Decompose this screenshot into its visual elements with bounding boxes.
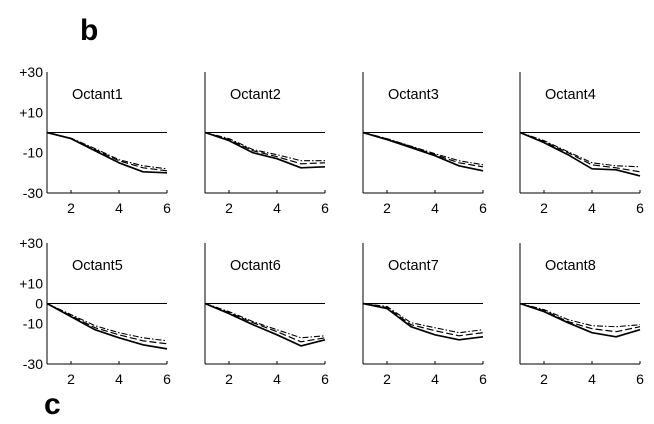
panel-octant4: 2 4 6 Octant4: [519, 72, 644, 216]
x-tick-label: 2: [540, 200, 548, 216]
x-tick-label: 4: [431, 371, 439, 387]
series-line-dashed: [46, 302, 168, 345]
x-tick-label: 4: [431, 200, 439, 216]
y-tick-label: -10: [23, 145, 43, 161]
x-tick-label: 6: [163, 371, 171, 387]
x-tick-label: 4: [588, 371, 596, 387]
x-tick-label: 6: [321, 371, 329, 387]
y-tick-label: +30: [19, 235, 43, 251]
x-tick-label: 6: [479, 371, 487, 387]
panel-octant2: 2 4 6 Octant2: [204, 72, 329, 216]
series-line-dashdot: [204, 302, 326, 339]
x-tick-label: 6: [321, 200, 329, 216]
series-line-solid: [204, 302, 326, 347]
x-tick-label: 2: [225, 371, 233, 387]
panel-title: Octant8: [545, 258, 596, 274]
panel-title: Octant6: [230, 258, 281, 274]
x-tick-label: 2: [67, 200, 75, 216]
series-line-solid: [519, 302, 641, 338]
x-tick-label: 2: [383, 371, 391, 387]
series-line-dashdot: [519, 302, 641, 328]
x-tick-label: 2: [225, 200, 233, 216]
y-tick-label: +10: [19, 104, 43, 120]
x-tick-label: 6: [636, 371, 644, 387]
series-line-dashed: [46, 131, 168, 172]
x-tick-label: 4: [588, 200, 596, 216]
series-line-solid: [519, 131, 641, 177]
series-line-dashed: [519, 302, 641, 333]
panel-title: Octant1: [72, 87, 123, 103]
series-line-dashdot: [46, 131, 168, 170]
panel-title: Octant5: [72, 258, 123, 274]
series-line-dashdot: [519, 131, 641, 168]
x-tick-label: 4: [115, 200, 123, 216]
y-tick-label: +30: [19, 64, 43, 80]
x-tick-label: 2: [540, 371, 548, 387]
series-line-solid: [204, 131, 326, 169]
series-line-dashed: [362, 302, 484, 337]
x-tick-label: 4: [115, 371, 123, 387]
panel-title: Octant4: [545, 87, 596, 103]
panel-label-b: b: [80, 14, 98, 47]
panel-octant8: 2 4 6 Octant8: [519, 243, 644, 387]
series-line-dashed: [204, 131, 326, 165]
y-tick-label: +10: [19, 275, 43, 291]
series-line-dashdot: [362, 302, 484, 334]
x-tick-label: 2: [67, 371, 75, 387]
panel-octant5: 2 4 6 +30 +10 0 -10 -30 Octant5: [19, 235, 171, 387]
series-line-dashed: [204, 302, 326, 343]
panel-octant1: 2 4 6 +30 +10 -10 -30 Octant1: [19, 64, 171, 216]
x-tick-label: 6: [163, 200, 171, 216]
series-line-dashdot: [46, 303, 168, 342]
x-tick-label: 4: [273, 371, 281, 387]
series-line-dashdot: [204, 131, 325, 162]
panel-octant3: 2 4 6 Octant3: [362, 72, 487, 216]
series-line-solid: [46, 302, 168, 350]
x-tick-label: 2: [383, 200, 391, 216]
series-line-dashed: [519, 131, 641, 173]
panel-label-c: c: [44, 388, 61, 421]
y-tick-label: -30: [23, 185, 43, 201]
series-line-dashdot: [362, 131, 484, 166]
x-tick-label: 6: [479, 200, 487, 216]
panel-title: Octant3: [388, 87, 439, 103]
y-tick-label: -10: [23, 316, 43, 332]
y-tick-label: 0: [35, 296, 43, 312]
y-tick-label: -30: [23, 356, 43, 372]
panel-title: Octant2: [230, 87, 281, 103]
panel-octant7: 2 4 6 Octant7: [362, 243, 487, 387]
panel-title: Octant7: [388, 258, 439, 274]
series-line-solid: [362, 131, 484, 172]
series-line-solid: [362, 302, 484, 341]
x-tick-label: 6: [636, 200, 644, 216]
panel-octant6: 2 4 6 Octant6: [204, 243, 329, 387]
panel-grid: 2 4 6 +30 +10 -10 -30 Octant1 2 4 6 Octant2 2 4 6 Octan…: [19, 64, 644, 387]
x-tick-label: 4: [273, 200, 281, 216]
